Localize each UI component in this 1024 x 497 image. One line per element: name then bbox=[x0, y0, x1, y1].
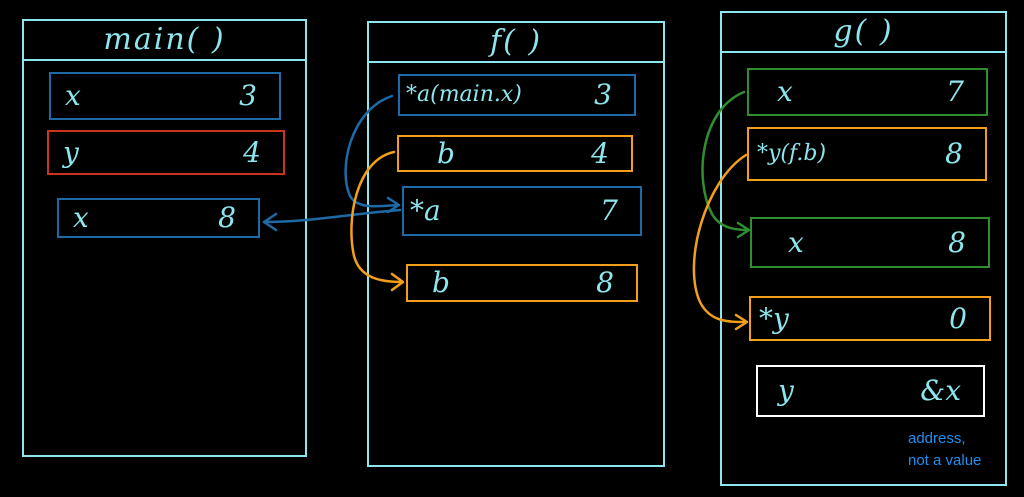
cell-name: *a bbox=[410, 193, 441, 227]
annotation-line-1: address, bbox=[908, 430, 966, 447]
cell-value: 7 bbox=[946, 74, 964, 108]
cell-value: &x bbox=[920, 373, 961, 407]
cell-value: 8 bbox=[945, 136, 963, 170]
main-cell-x: x 3 bbox=[49, 72, 281, 120]
cell-name: y bbox=[63, 135, 79, 169]
cell-value: 3 bbox=[594, 77, 612, 111]
g-cell-y-pointer: *y(f.b) 8 bbox=[747, 127, 987, 181]
f-cell-b: b 4 bbox=[397, 135, 633, 172]
frame-main-title: main( ) bbox=[24, 21, 305, 61]
cell-name: y bbox=[778, 373, 794, 407]
cell-name: *a(main.x) bbox=[406, 82, 522, 107]
frame-g-title: g( ) bbox=[722, 13, 1005, 53]
g-cell-x-updated: x 8 bbox=[750, 217, 990, 268]
cell-name: *y(f.b) bbox=[757, 141, 827, 166]
cell-name: x bbox=[65, 78, 81, 112]
cell-value: 8 bbox=[596, 265, 614, 299]
frame-f-title: f( ) bbox=[369, 23, 663, 63]
cell-name: b bbox=[432, 265, 450, 299]
annotation-note: address, not a value bbox=[908, 428, 1018, 472]
cell-value: 7 bbox=[600, 193, 618, 227]
cell-name: x bbox=[788, 225, 804, 259]
f-cell-a-pointer-updated: *a 7 bbox=[402, 186, 642, 236]
cell-value: 8 bbox=[948, 225, 966, 259]
f-cell-a-pointer: *a(main.x) 3 bbox=[398, 74, 636, 116]
cell-value: 3 bbox=[239, 78, 257, 112]
frame-main: main( ) bbox=[22, 19, 307, 457]
g-cell-y-local: y &x bbox=[756, 365, 985, 417]
cell-value: 4 bbox=[591, 136, 609, 170]
annotation-line-2: not a value bbox=[908, 452, 982, 469]
cell-name: x bbox=[73, 200, 89, 234]
cell-value: 0 bbox=[949, 301, 967, 335]
cell-name: x bbox=[777, 74, 793, 108]
cell-value: 8 bbox=[218, 200, 236, 234]
main-cell-x-updated: x 8 bbox=[57, 198, 260, 238]
cell-name: *y bbox=[759, 301, 789, 335]
main-cell-y: y 4 bbox=[47, 130, 285, 175]
cell-name: b bbox=[437, 136, 455, 170]
g-cell-x: x 7 bbox=[747, 68, 988, 116]
cell-value: 4 bbox=[243, 135, 261, 169]
f-cell-b-updated: b 8 bbox=[406, 264, 638, 302]
g-cell-y-pointer-updated: *y 0 bbox=[749, 296, 991, 341]
